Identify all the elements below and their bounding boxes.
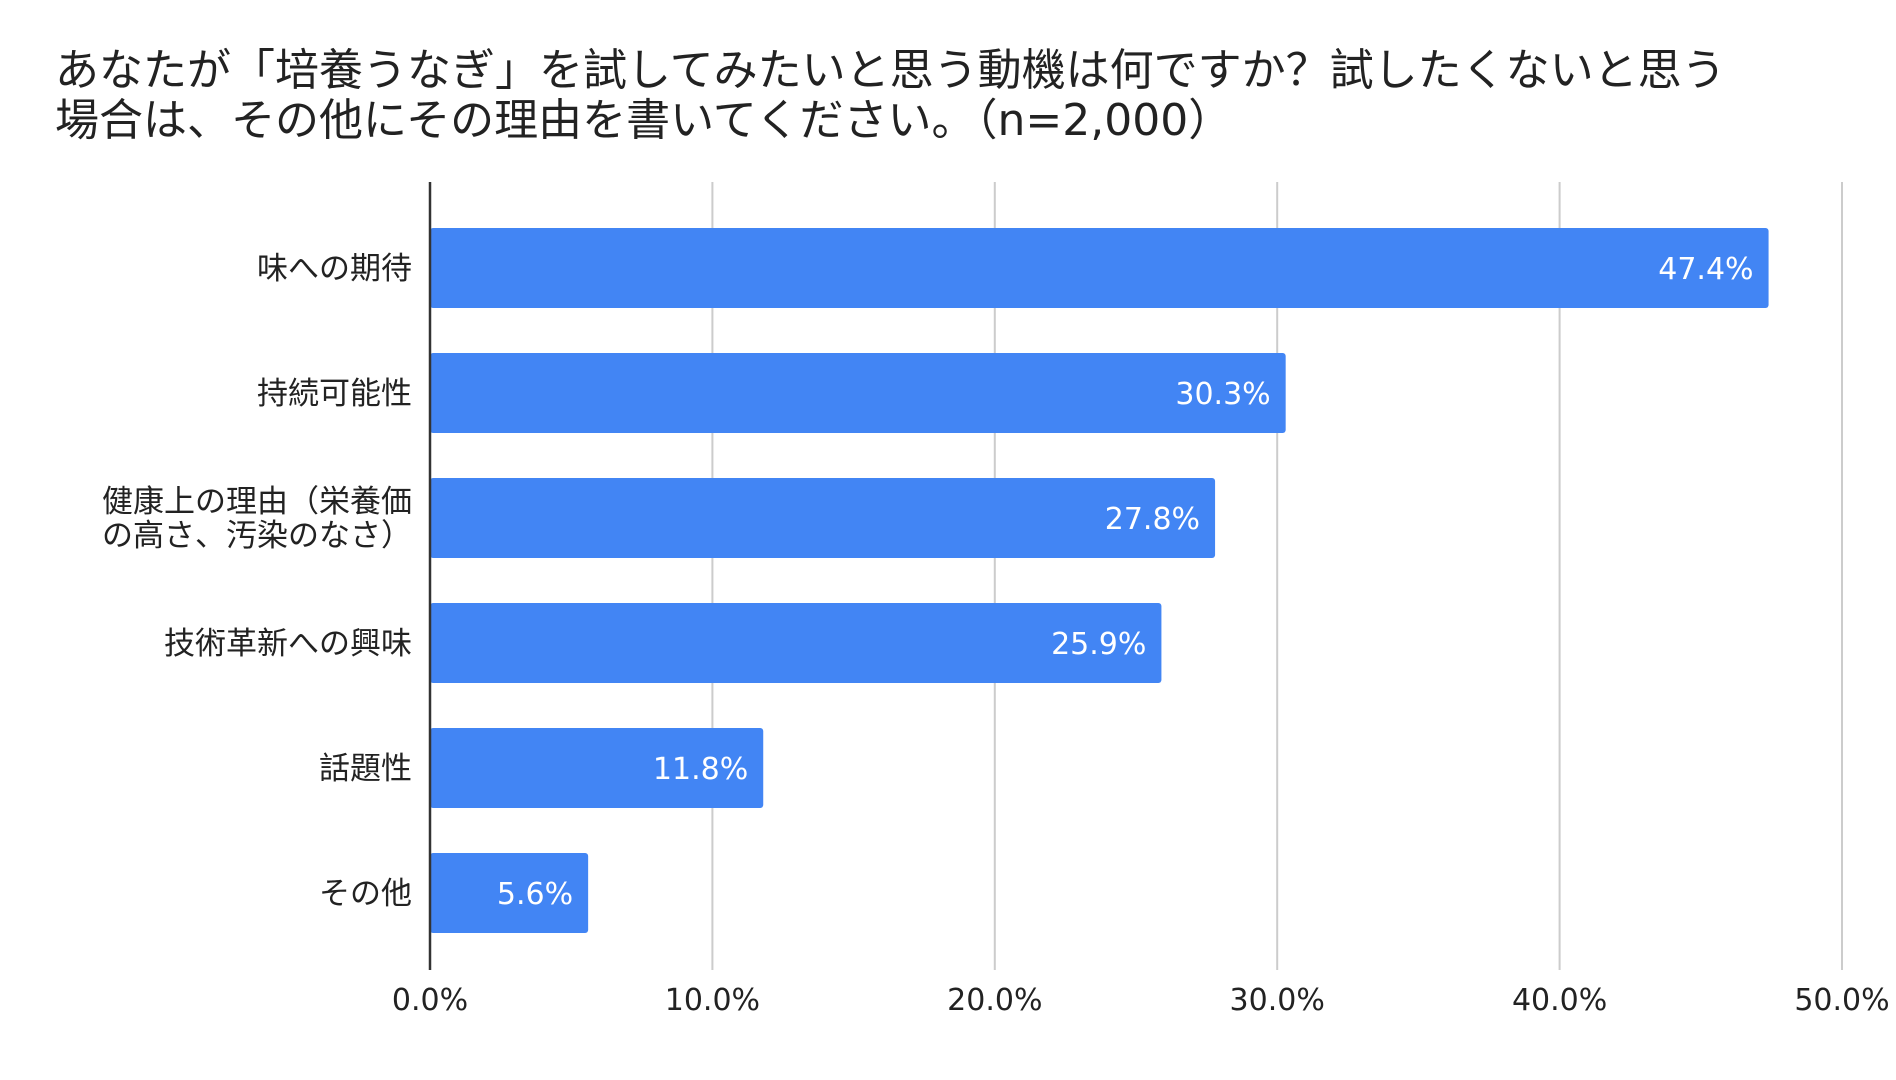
- category-label-line: 味への期待: [257, 251, 412, 287]
- category-label-line: 健康上の理由（栄養価: [102, 484, 412, 520]
- bar: [430, 728, 764, 808]
- x-tick-label: 20.0%: [947, 983, 1042, 1018]
- category-label-line: 話題性: [319, 751, 412, 787]
- data-label: 47.4%: [1658, 252, 1753, 287]
- bar: [430, 603, 1162, 683]
- category-label: 話題性: [319, 751, 412, 787]
- category-label-line: その他: [319, 876, 412, 912]
- category-label: 健康上の理由（栄養価の高さ、汚染のなさ）: [102, 484, 412, 554]
- category-label-line: 持続可能性: [257, 376, 412, 412]
- data-label: 5.6%: [497, 877, 573, 912]
- x-tick-label: 40.0%: [1512, 983, 1607, 1018]
- chart-title: あなたが「培養うなぎ」を試してみたいと思う動機は何ですか？試したくないと思う 場…: [55, 45, 1726, 146]
- category-label: 味への期待: [257, 251, 412, 287]
- x-tick-label: 0.0%: [392, 983, 468, 1018]
- category-label-line: の高さ、汚染のなさ）: [102, 518, 412, 554]
- bar: [430, 853, 589, 933]
- data-label: 30.3%: [1175, 377, 1270, 412]
- category-label: 技術革新への興味: [164, 626, 412, 662]
- category-label: その他: [319, 876, 412, 912]
- category-label: 持続可能性: [257, 376, 412, 412]
- x-tick-label: 50.0%: [1794, 983, 1889, 1018]
- x-tick-labels: 0.0% 10.0% 20.0% 30.0% 40.0% 50.0%: [392, 983, 1890, 1018]
- x-tick-label: 30.0%: [1230, 983, 1325, 1018]
- data-label: 25.9%: [1051, 627, 1146, 662]
- data-label: 27.8%: [1105, 502, 1200, 537]
- bar: [430, 478, 1216, 558]
- bars: 47.4% 30.3% 27.8% 25.9% 11.8% 5.6%: [430, 228, 1769, 933]
- x-tick-label: 10.0%: [665, 983, 760, 1018]
- grid-lines: [711, 182, 1843, 970]
- bar: [430, 353, 1286, 433]
- bar: [430, 228, 1769, 308]
- category-label-line: 技術革新への興味: [164, 626, 412, 662]
- data-label: 11.8%: [653, 752, 748, 787]
